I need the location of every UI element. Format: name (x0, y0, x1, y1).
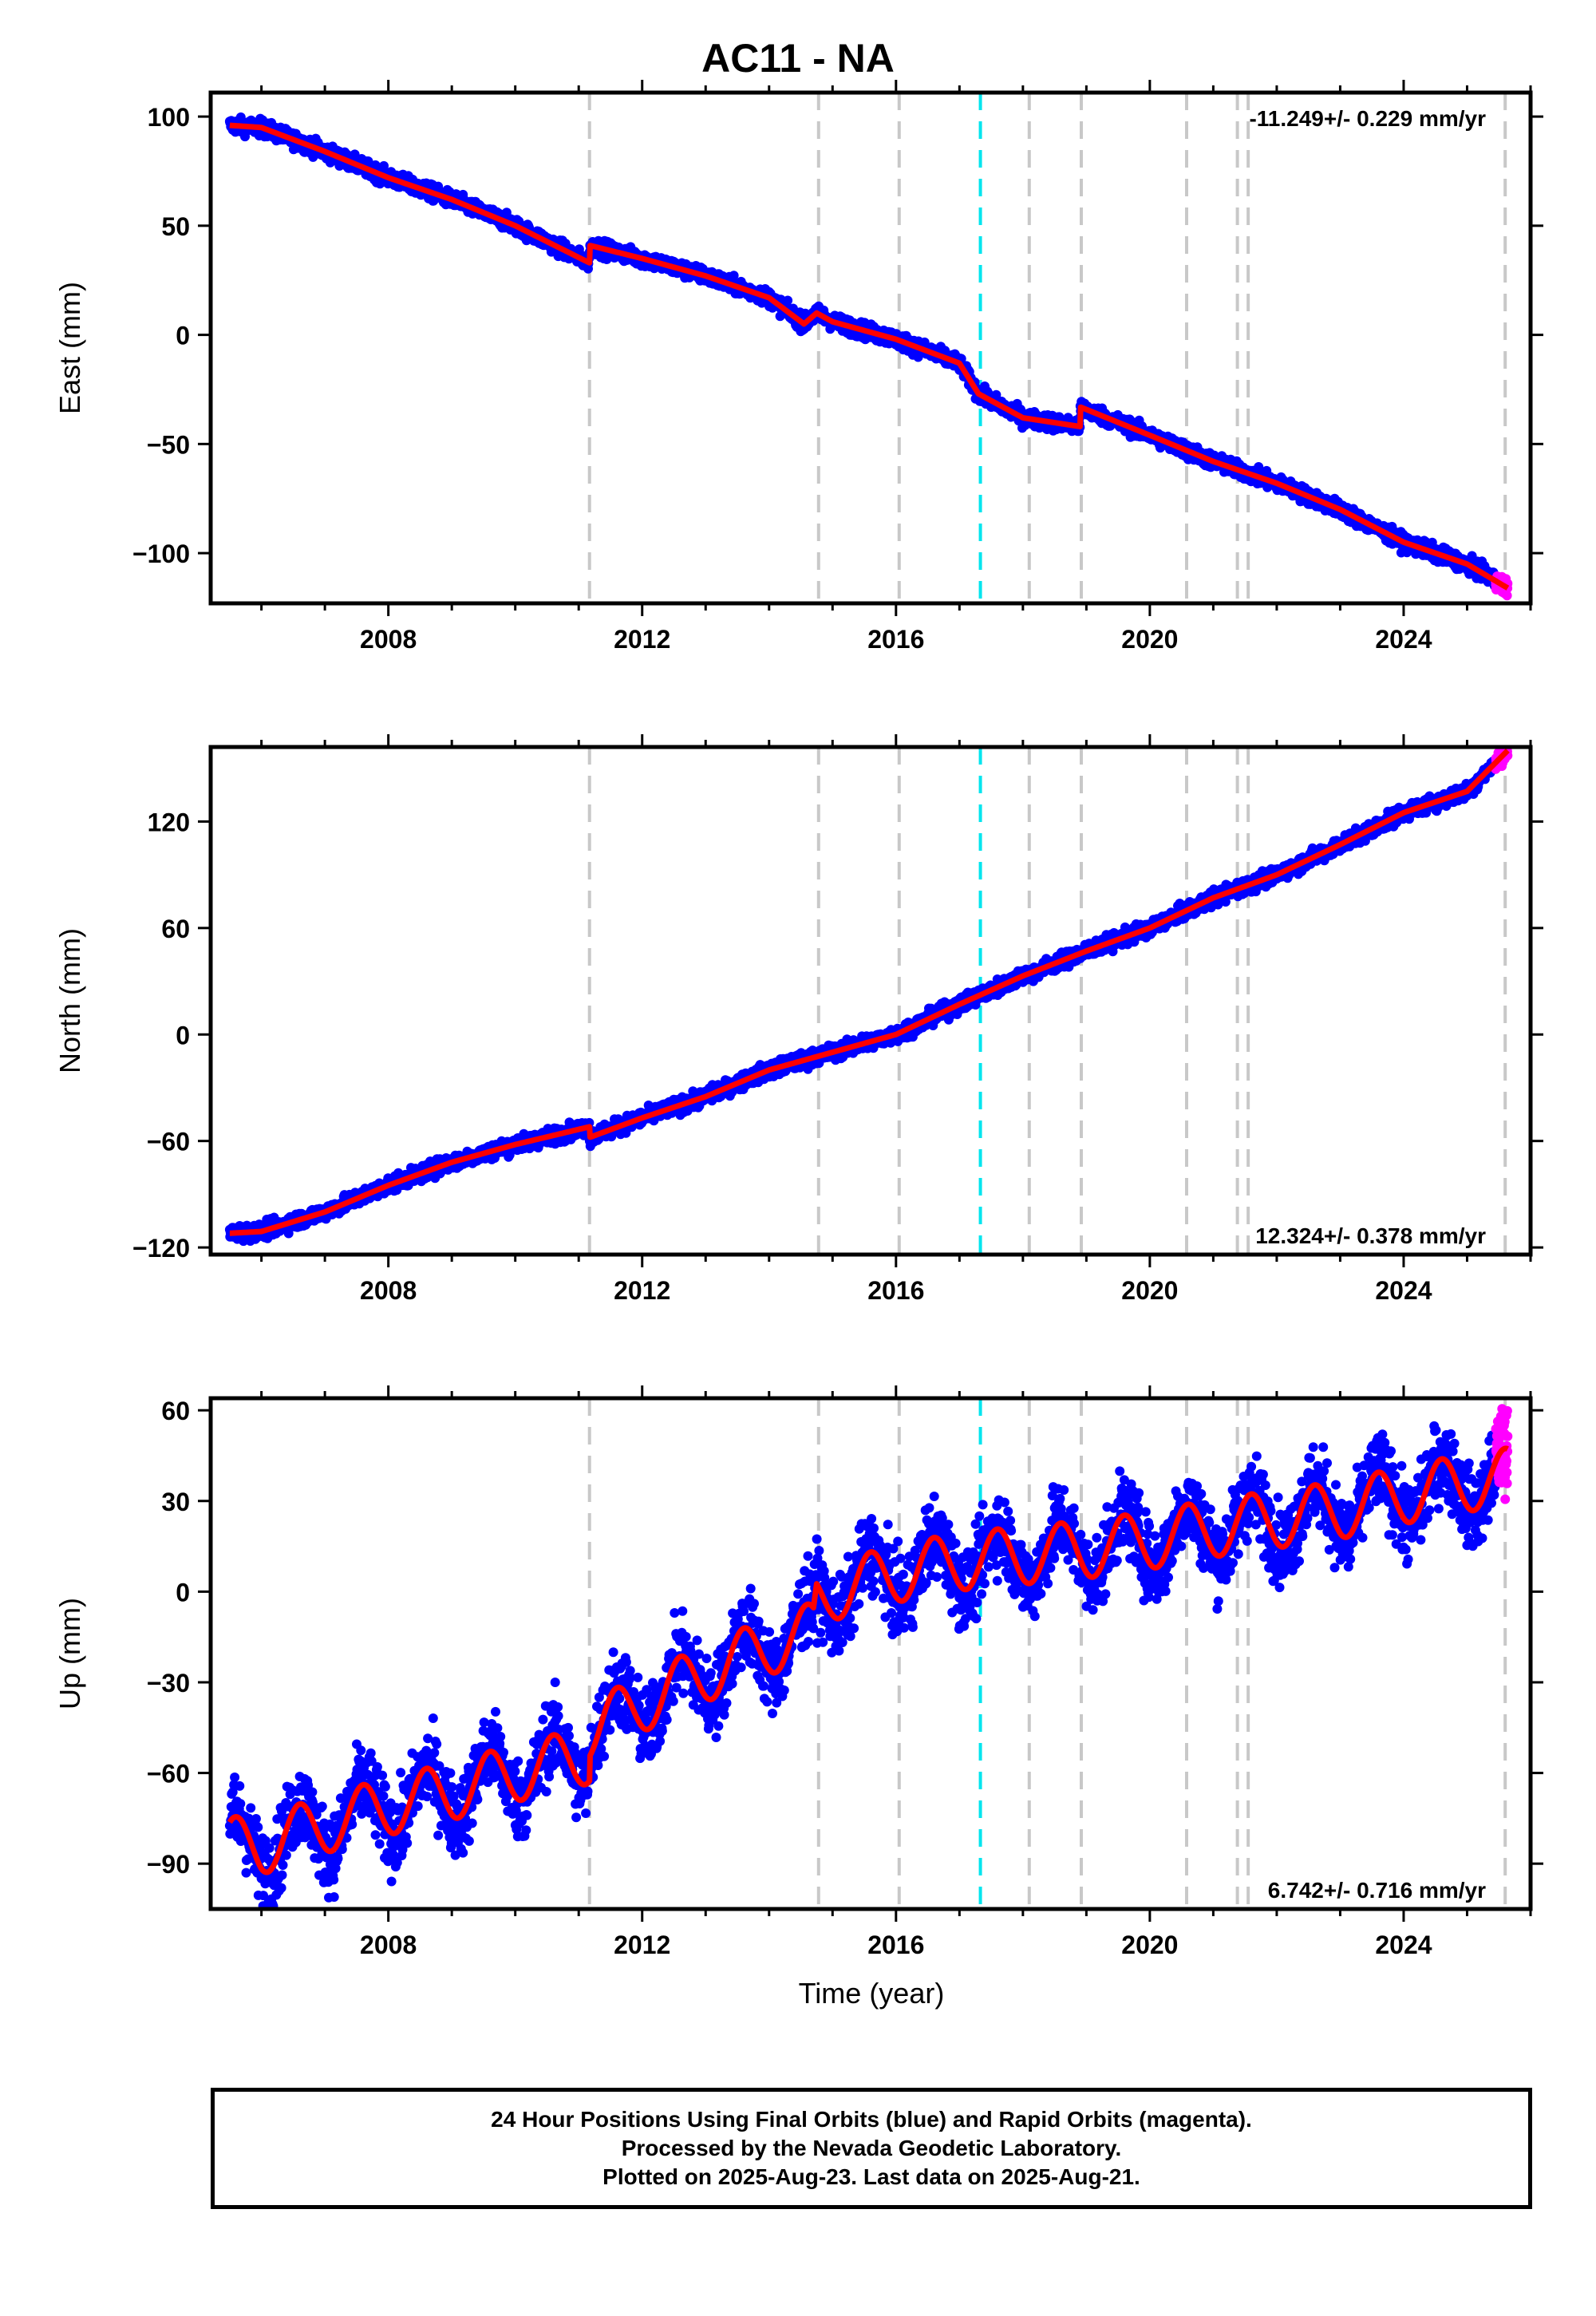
plot-area (224, 747, 1513, 1255)
east-panel: −100 −50 0 50 100 2008 2012 2016 2020 2024 East (m… (53, 80, 1543, 654)
x-tick-label: 2012 (614, 625, 670, 654)
x-tick-label: 2024 (1375, 625, 1432, 654)
y-tick-label: −100 (132, 539, 190, 568)
y-tick-label: 100 (148, 103, 190, 132)
x-tick-label: 2020 (1121, 625, 1178, 654)
y-tick-label: −50 (147, 430, 190, 459)
velocity-label: -11.249+/- 0.229 mm/yr (1249, 106, 1486, 131)
plot-frame (208, 90, 1533, 606)
y-axis-title: East (mm) (53, 282, 86, 414)
final-orbits-points (224, 112, 1500, 591)
figure-title: AC11 - NA (701, 36, 895, 81)
y-tick-label: 0 (176, 322, 190, 350)
y-tick-label: 50 (161, 212, 190, 241)
x-tick-label: 2008 (360, 625, 417, 654)
x-tick-label: 2016 (867, 625, 924, 654)
data-point (350, 149, 360, 160)
plot-area (224, 93, 1513, 603)
